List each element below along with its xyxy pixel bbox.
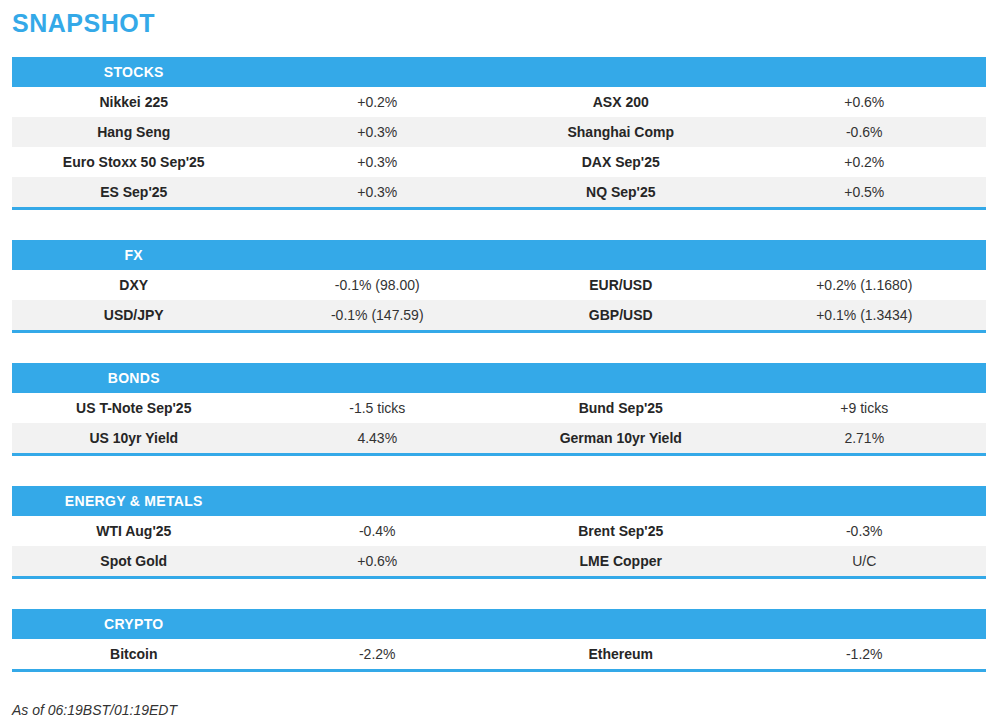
section-header: ENERGY & METALS [12, 486, 986, 516]
instrument-name: NQ Sep'25 [499, 184, 743, 200]
sections-container: STOCKS Nikkei 225 +0.2% ASX 200 +0.6% Ha… [0, 57, 999, 672]
table-row: US T-Note Sep'25 -1.5 ticks Bund Sep'25 … [12, 393, 986, 423]
instrument-name: EUR/USD [499, 277, 743, 293]
table-row: Nikkei 225 +0.2% ASX 200 +0.6% [12, 87, 986, 117]
market-section: CRYPTO Bitcoin -2.2% Ethereum -1.2% [12, 609, 986, 672]
instrument-change: +0.2% [743, 154, 987, 170]
table-row: US 10yr Yield 4.43% German 10yr Yield 2.… [12, 423, 986, 453]
instrument-change: -0.4% [256, 523, 500, 539]
instrument-change: +9 ticks [743, 400, 987, 416]
table-row: Spot Gold +0.6% LME Copper U/C [12, 546, 986, 576]
instrument-name: Shanghai Comp [499, 124, 743, 140]
instrument-change: +0.2% (1.1680) [743, 277, 987, 293]
instrument-change: -0.3% [743, 523, 987, 539]
instrument-name: Euro Stoxx 50 Sep'25 [12, 154, 256, 170]
section-rows: DXY -0.1% (98.00) EUR/USD +0.2% (1.1680)… [12, 270, 986, 330]
instrument-name: DAX Sep'25 [499, 154, 743, 170]
instrument-name: USD/JPY [12, 307, 256, 323]
instrument-name: WTI Aug'25 [12, 523, 256, 539]
instrument-change: -0.1% (98.00) [256, 277, 500, 293]
snapshot-page: SNAPSHOT STOCKS Nikkei 225 +0.2% ASX 200… [0, 9, 999, 721]
section-title: FX [12, 247, 256, 263]
market-section: ENERGY & METALS WTI Aug'25 -0.4% Brent S… [12, 486, 986, 579]
table-row: WTI Aug'25 -0.4% Brent Sep'25 -0.3% [12, 516, 986, 546]
market-section: BONDS US T-Note Sep'25 -1.5 ticks Bund S… [12, 363, 986, 456]
table-row: USD/JPY -0.1% (147.59) GBP/USD +0.1% (1.… [12, 300, 986, 330]
instrument-name: US 10yr Yield [12, 430, 256, 446]
instrument-name: Nikkei 225 [12, 94, 256, 110]
section-rows: US T-Note Sep'25 -1.5 ticks Bund Sep'25 … [12, 393, 986, 453]
market-section: FX DXY -0.1% (98.00) EUR/USD +0.2% (1.16… [12, 240, 986, 333]
instrument-change: -1.5 ticks [256, 400, 500, 416]
instrument-name: Ethereum [499, 646, 743, 662]
market-section: STOCKS Nikkei 225 +0.2% ASX 200 +0.6% Ha… [12, 57, 986, 210]
instrument-name: Brent Sep'25 [499, 523, 743, 539]
section-header: CRYPTO [12, 609, 986, 639]
section-rows: WTI Aug'25 -0.4% Brent Sep'25 -0.3% Spot… [12, 516, 986, 576]
section-rows: Nikkei 225 +0.2% ASX 200 +0.6% Hang Seng… [12, 87, 986, 207]
section-title: CRYPTO [12, 616, 256, 632]
instrument-change: +0.2% [256, 94, 500, 110]
instrument-change: U/C [743, 553, 987, 569]
instrument-name: GBP/USD [499, 307, 743, 323]
section-header: STOCKS [12, 57, 986, 87]
instrument-change: +0.3% [256, 184, 500, 200]
section-title: BONDS [12, 370, 256, 386]
section-header: BONDS [12, 363, 986, 393]
instrument-name: US T-Note Sep'25 [12, 400, 256, 416]
instrument-change: -0.6% [743, 124, 987, 140]
instrument-change: +0.3% [256, 154, 500, 170]
timestamp: As of 06:19BST/01:19EDT [12, 702, 999, 718]
instrument-name: DXY [12, 277, 256, 293]
instrument-change: +0.1% (1.3434) [743, 307, 987, 323]
table-row: ES Sep'25 +0.3% NQ Sep'25 +0.5% [12, 177, 986, 207]
table-row: Hang Seng +0.3% Shanghai Comp -0.6% [12, 117, 986, 147]
instrument-change: -0.1% (147.59) [256, 307, 500, 323]
instrument-change: +0.6% [256, 553, 500, 569]
instrument-change: +0.6% [743, 94, 987, 110]
instrument-change: 2.71% [743, 430, 987, 446]
section-header: FX [12, 240, 986, 270]
table-row: Euro Stoxx 50 Sep'25 +0.3% DAX Sep'25 +0… [12, 147, 986, 177]
instrument-name: Spot Gold [12, 553, 256, 569]
instrument-name: ES Sep'25 [12, 184, 256, 200]
section-title: ENERGY & METALS [12, 493, 256, 509]
instrument-name: Bund Sep'25 [499, 400, 743, 416]
table-row: DXY -0.1% (98.00) EUR/USD +0.2% (1.1680) [12, 270, 986, 300]
instrument-name: Bitcoin [12, 646, 256, 662]
table-row: Bitcoin -2.2% Ethereum -1.2% [12, 639, 986, 669]
instrument-change: 4.43% [256, 430, 500, 446]
instrument-name: ASX 200 [499, 94, 743, 110]
instrument-name: LME Copper [499, 553, 743, 569]
instrument-change: -1.2% [743, 646, 987, 662]
instrument-change: -2.2% [256, 646, 500, 662]
instrument-change: +0.3% [256, 124, 500, 140]
section-title: STOCKS [12, 64, 256, 80]
instrument-name: German 10yr Yield [499, 430, 743, 446]
instrument-name: Hang Seng [12, 124, 256, 140]
section-rows: Bitcoin -2.2% Ethereum -1.2% [12, 639, 986, 669]
instrument-change: +0.5% [743, 184, 987, 200]
page-title: SNAPSHOT [12, 9, 999, 38]
